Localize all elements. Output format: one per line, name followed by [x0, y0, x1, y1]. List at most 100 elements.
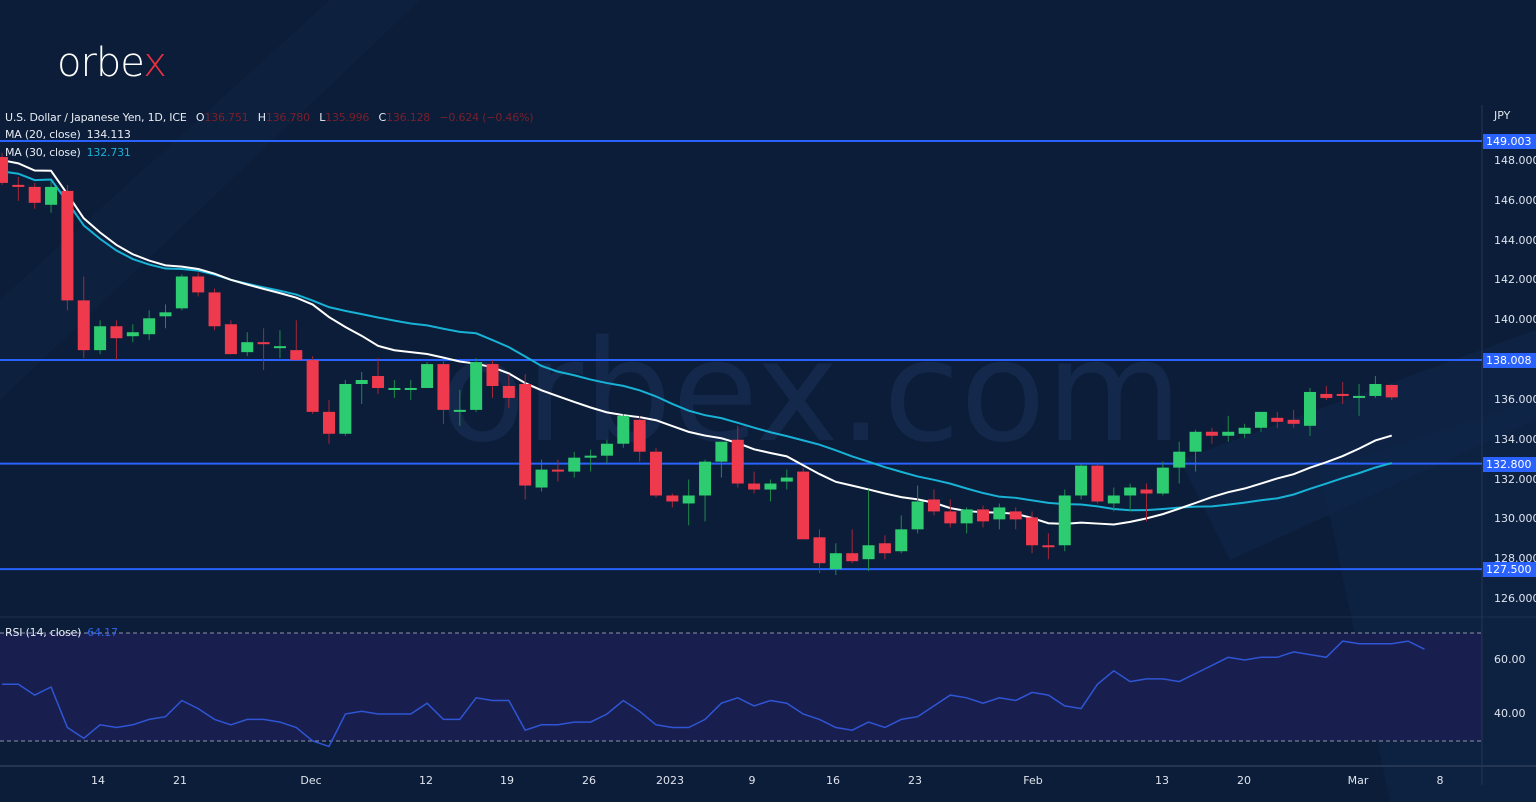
candle	[1173, 451, 1186, 468]
candle	[780, 477, 793, 482]
change-value: −0.624 (−0.46%)	[439, 111, 534, 124]
candle	[241, 342, 254, 353]
high-value: 136.780	[265, 111, 310, 124]
candle	[568, 457, 581, 472]
candle	[273, 346, 286, 349]
candle	[404, 387, 417, 390]
rsi-line	[2, 640, 1425, 748]
currency-label: JPY	[1494, 109, 1511, 122]
rsi-band	[0, 633, 1482, 741]
candle	[0, 157, 8, 183]
candle	[224, 324, 237, 355]
candle	[192, 276, 205, 293]
candle	[126, 332, 139, 337]
candle	[1042, 545, 1055, 548]
time-tick: Mar	[1347, 774, 1369, 787]
price-tick: 134.000	[1494, 432, 1536, 446]
candle	[895, 529, 908, 552]
rsi-value: 64.17	[87, 626, 118, 639]
decor-band	[1180, 330, 1536, 560]
level-price-tag: 132.800	[1483, 456, 1536, 472]
candle	[1107, 495, 1120, 504]
candle	[388, 387, 401, 390]
candle	[927, 499, 940, 512]
candle	[944, 511, 957, 524]
candle	[45, 186, 58, 205]
candle	[12, 184, 25, 187]
time-tick: 9	[748, 774, 756, 787]
time-tick: 16	[826, 774, 840, 787]
candle	[519, 383, 532, 486]
candle	[470, 362, 483, 410]
time-tick: Feb	[1023, 774, 1043, 787]
candle	[715, 441, 728, 462]
candle	[208, 292, 221, 327]
decor-band	[0, 0, 420, 400]
candle	[633, 419, 646, 452]
candle	[1385, 384, 1398, 398]
ma20-value: 134.113	[86, 128, 131, 141]
time-tick: 21	[173, 774, 187, 787]
candle	[666, 495, 679, 502]
close-value: 136.128	[386, 111, 431, 124]
candle	[1091, 465, 1104, 502]
candle	[993, 507, 1006, 520]
candle	[1369, 383, 1382, 396]
time-tick: 20	[1237, 774, 1251, 787]
time-tick: 19	[500, 774, 514, 787]
ma30-value: 132.731	[86, 146, 131, 159]
price-tick: 136.000	[1494, 392, 1536, 406]
time-tick: Dec	[300, 774, 322, 787]
rsi-legend[interactable]: RSI (14, close) 64.17	[5, 626, 118, 639]
candle	[372, 376, 385, 388]
candle	[829, 553, 842, 570]
candle	[486, 364, 499, 386]
ma20-line	[1, 159, 1393, 526]
level-price-tag: 138.008	[1483, 352, 1536, 368]
rsi-tick: 40.00	[1494, 707, 1526, 720]
candle	[1205, 431, 1218, 436]
candle	[159, 312, 172, 317]
price-tick: 146.000	[1494, 193, 1536, 207]
price-tick: 132.000	[1494, 472, 1536, 486]
candle	[1320, 393, 1333, 398]
candle	[77, 300, 90, 351]
price-tick: 128.000	[1494, 552, 1536, 566]
level-price-tag: 149.003	[1483, 134, 1536, 150]
candle	[355, 380, 368, 384]
candle	[1287, 419, 1300, 424]
candle	[535, 469, 548, 488]
price-tick: 130.000	[1494, 512, 1536, 526]
candle	[862, 545, 875, 560]
price-tick: 126.000	[1494, 592, 1536, 606]
candle	[551, 469, 564, 472]
level-price-tag: 127.500	[1483, 562, 1536, 578]
candle	[110, 326, 123, 339]
ma20-legend[interactable]: MA (20, close) 134.113	[5, 128, 131, 141]
time-tick: 13	[1155, 774, 1169, 787]
candle	[453, 409, 466, 412]
candle	[1058, 495, 1071, 546]
ma30-legend[interactable]: MA (30, close) 132.731	[5, 146, 131, 159]
price-tick: 144.000	[1494, 233, 1536, 247]
time-tick: 2023	[656, 774, 684, 787]
candle	[1124, 487, 1137, 496]
rsi-tick: 60.00	[1494, 653, 1526, 666]
time-tick: 26	[582, 774, 596, 787]
symbol-legend: U.S. Dollar / Japanese Yen, 1D, ICE O136…	[5, 111, 534, 124]
candle	[175, 276, 188, 309]
candle	[748, 483, 761, 490]
candle	[1254, 411, 1267, 428]
open-value: 136.751	[204, 111, 249, 124]
candle	[1304, 391, 1316, 426]
brand-logo: orbex	[57, 40, 167, 86]
time-tick: 8	[1436, 774, 1444, 787]
candle	[339, 383, 352, 434]
time-tick: 23	[908, 774, 922, 787]
time-tick: 12	[419, 774, 433, 787]
candle	[1222, 431, 1235, 436]
candle	[1009, 511, 1022, 520]
candle	[61, 190, 74, 301]
candle	[584, 455, 597, 458]
